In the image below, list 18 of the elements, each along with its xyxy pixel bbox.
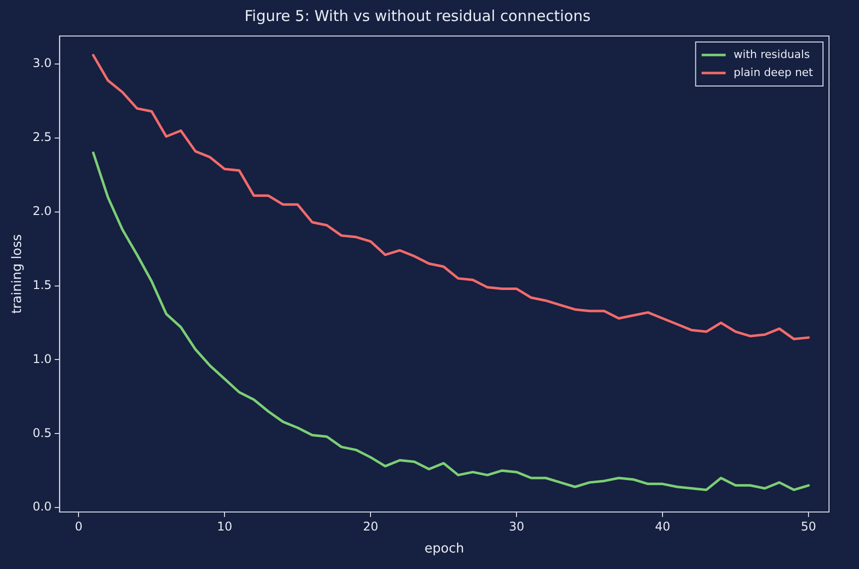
y-tick-label: 0.5 (32, 426, 52, 440)
x-axis-title: epoch (424, 542, 464, 557)
x-tick-label: 0 (74, 519, 82, 534)
y-tick-label: 2.5 (32, 130, 52, 144)
y-tick-label: 1.0 (32, 352, 52, 366)
y-tick-label: 3.0 (32, 56, 52, 70)
x-tick-label: 40 (654, 519, 670, 534)
chart-title: Figure 5: With vs without residual connections (244, 6, 591, 25)
y-tick-label: 2.0 (32, 204, 52, 218)
legend-label: plain deep net (734, 66, 814, 79)
x-tick-label: 20 (362, 519, 378, 534)
y-tick-label: 1.5 (32, 278, 52, 292)
x-tick-label: 10 (217, 519, 232, 534)
x-tick-label: 30 (508, 519, 524, 534)
y-tick-label: 0.0 (32, 500, 52, 514)
y-axis-title: training loss (10, 234, 26, 314)
legend-label: with residuals (734, 48, 810, 61)
x-tick-label: 50 (800, 519, 816, 534)
